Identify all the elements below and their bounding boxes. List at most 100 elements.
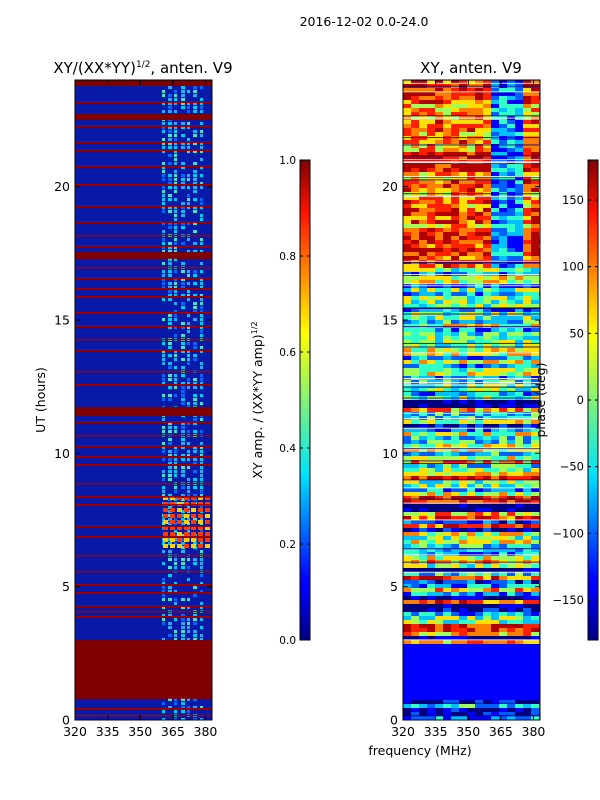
phase-cell [515, 380, 523, 384]
phase-cell [459, 696, 467, 700]
phase-cell [499, 260, 507, 264]
phase-cell [403, 700, 411, 704]
phase-cell [443, 680, 451, 684]
phase-cell [507, 364, 515, 368]
phase-cell [451, 152, 459, 156]
phase-flag-line [403, 412, 540, 414]
phase-cell [483, 216, 491, 220]
phase-cell [443, 324, 451, 328]
phase-cell [523, 544, 531, 548]
amplitude-rfi-cell [174, 246, 177, 249]
phase-cell [499, 660, 507, 664]
phase-cell [491, 648, 499, 652]
phase-cell [435, 616, 443, 620]
amplitude-rfi-cell [193, 206, 197, 209]
amplitude-rfi-cell [174, 94, 177, 97]
phase-cell [515, 144, 523, 148]
phase-cell [411, 360, 419, 364]
amplitude-rfi-cell [174, 702, 177, 705]
phase-cell [523, 236, 531, 240]
phase-cell [483, 644, 491, 648]
amplitude-rfi-cell [187, 90, 190, 93]
amplitude-rfi-cell [168, 346, 172, 349]
amplitude-rfi-cell [162, 562, 165, 565]
phase-cell [515, 592, 523, 596]
phase-cell [491, 388, 499, 392]
phase-cell [507, 104, 515, 108]
phase-cell [411, 464, 419, 468]
phase-cell [507, 180, 515, 184]
phase-cell [467, 264, 475, 268]
phase-cell [419, 276, 427, 280]
phase-cell [467, 380, 475, 384]
phase-cell [443, 672, 451, 676]
phase-cell [523, 664, 531, 668]
amplitude-rfi-cell [168, 130, 172, 133]
phase-cell [427, 696, 435, 700]
phase-cell [483, 704, 491, 708]
phase-cell [491, 596, 499, 600]
phase-cell [483, 296, 491, 300]
phase-cell [427, 180, 435, 184]
phase-cell [411, 264, 419, 268]
phase-cell [443, 228, 451, 232]
phase-cell [427, 504, 435, 508]
phase-cell [483, 416, 491, 420]
phase-cell [403, 632, 411, 636]
phase-cell [459, 668, 467, 672]
phase-cell [427, 600, 435, 604]
phase-cell [459, 176, 467, 180]
phase-flag-line [403, 342, 540, 344]
amplitude-rfi-cell [193, 638, 197, 641]
phase-cell [427, 300, 435, 304]
phase-cell [515, 456, 523, 460]
amplitude-colorbar-label-sup: 1/2 [250, 321, 259, 334]
phase-cell [507, 92, 515, 96]
phase-flag-line [403, 155, 540, 157]
phase-cell [531, 668, 539, 672]
phase-cell [443, 124, 451, 128]
phase-cell [443, 456, 451, 460]
amplitude-rfi-cell [193, 402, 197, 405]
phase-cell [475, 680, 483, 684]
amplitude-rfi-cell [193, 106, 197, 109]
amplitude-rfi-cell [200, 458, 203, 461]
amplitude-rfi-cell [187, 178, 190, 181]
phase-cell [403, 680, 411, 684]
phase-cell [531, 692, 539, 696]
amplitude-rfi-cell [168, 458, 172, 461]
phase-cell [531, 708, 539, 712]
phase-cell [523, 400, 531, 404]
amplitude-rfi-cell [174, 502, 177, 505]
phase-cell [507, 496, 515, 500]
phase-cell [459, 556, 467, 560]
phase-cell [451, 536, 459, 540]
amplitude-heatmap [75, 80, 212, 720]
phase-cell [459, 356, 467, 360]
phase-cell [507, 212, 515, 216]
phase-flag-line [403, 179, 540, 181]
amplitude-rfi-cell [200, 562, 203, 565]
phase-cell [451, 292, 459, 296]
amplitude-rfi-cell [168, 598, 172, 601]
phase-cell [467, 140, 475, 144]
phase-cell [507, 108, 515, 112]
phase-cell [411, 220, 419, 224]
phase-cell [475, 568, 483, 572]
phase-cell [443, 452, 451, 456]
phase-cell [531, 140, 539, 144]
amplitude-rfi-cell [181, 242, 185, 245]
phase-cell [523, 344, 531, 348]
phase-cell [427, 120, 435, 124]
phase-cell [483, 612, 491, 616]
phase-cell [515, 236, 523, 240]
phase-cell [459, 336, 467, 340]
phase-cell [427, 528, 435, 532]
phase-cell [499, 600, 507, 604]
phase-cell [467, 408, 475, 412]
phase-cell [515, 356, 523, 360]
phase-cell [523, 604, 531, 608]
phase-cell [467, 712, 475, 716]
phase-cell [419, 352, 427, 356]
amplitude-rfi-cell [162, 146, 165, 149]
